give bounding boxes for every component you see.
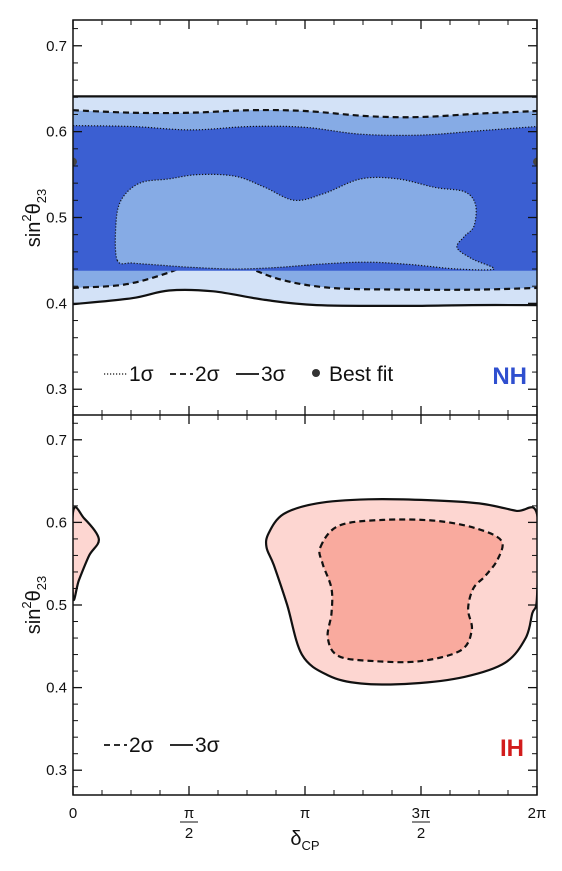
nh-y-tick-labels: 0.3 0.4 0.5 0.6 0.7 xyxy=(46,38,67,398)
nh-legend-label-dotted: 1σ xyxy=(129,363,154,386)
best-fit-point xyxy=(533,157,537,166)
nh-best-fit-points xyxy=(73,157,537,166)
nh-contour-3sigma-1 xyxy=(73,288,537,308)
ih-ytick-label: 0.6 xyxy=(46,514,67,531)
nh-ytick-label: 0.7 xyxy=(46,38,67,55)
nh-y-axis-title: sin2θ23 xyxy=(19,189,49,247)
ih-y-axis-title: sin2θ23 xyxy=(19,576,49,634)
ih-legend-label-dashed: 2σ xyxy=(129,734,154,757)
ih-ytick-label: 0.7 xyxy=(46,432,67,449)
nh-ytick-label: 0.3 xyxy=(46,381,67,398)
legend-best-fit-marker xyxy=(312,369,320,377)
xtick-label: 0 xyxy=(69,805,77,822)
ih-legend: 2σ 3σ xyxy=(104,734,220,757)
xtick-label-numerator: 3π xyxy=(412,805,431,822)
xtick-label-denominator: 2 xyxy=(417,825,425,842)
plot-frame xyxy=(72,19,538,796)
ih-y-axis-title-text: sin2θ23 xyxy=(19,576,49,634)
nh-ytick-label: 0.4 xyxy=(46,295,67,312)
ih-ytick-label: 0.3 xyxy=(46,762,67,779)
nh-hierarchy-label: NH xyxy=(492,363,527,390)
xtick-label-numerator: π xyxy=(184,805,194,822)
ih-contour-regions xyxy=(73,497,537,686)
nh-contour-regions xyxy=(73,95,537,308)
nh-contour-2sigma-1 xyxy=(73,257,537,291)
nh-contour-1sigma-0 xyxy=(73,125,537,136)
xtick-label: π xyxy=(300,805,310,822)
nh-ytick-label: 0.5 xyxy=(46,210,67,227)
ih-contour-3sigma_edge-0 xyxy=(73,506,100,601)
best-fit-point xyxy=(73,157,77,166)
ih-region-2sigma xyxy=(319,519,503,663)
nh-legend: 1σ 2σ 3σ Best fit xyxy=(104,363,393,386)
x-axis-title: δCP xyxy=(290,828,319,853)
ih-ytick-label: 0.4 xyxy=(46,680,67,697)
xtick-label-denominator: 2 xyxy=(185,825,193,842)
nh-legend-label-dashed: 2σ xyxy=(195,363,220,386)
ih-hierarchy-label: IH xyxy=(500,735,524,762)
nh-contour-2sigma-0 xyxy=(73,108,537,119)
nh-region-1sigma_hole xyxy=(115,174,495,270)
nh-y-axis-title-text: sin2θ23 xyxy=(19,189,49,247)
ih-contour-3sigma_main-0 xyxy=(264,497,537,686)
legend-best-fit-label: Best fit xyxy=(329,363,393,386)
nh-ytick-label: 0.6 xyxy=(46,124,67,141)
xtick-label: 2π xyxy=(528,805,547,822)
nh-legend-label-solid: 3σ xyxy=(261,363,286,386)
ih-y-tick-labels: 0.3 0.4 0.5 0.6 0.7 xyxy=(46,432,67,779)
nh-axis-ticks xyxy=(72,20,538,415)
ih-legend-label-solid: 3σ xyxy=(195,734,220,757)
panel-nh: 0.3 0.4 0.5 0.6 0.7 sin2θ23 1σ 2σ 3σ Best fit N… xyxy=(19,20,538,415)
panel-ih: 0.30.40.50.60.7 sin2θ23 2σ 3σ IH 0 π2π 3π22… xyxy=(19,415,546,853)
ih-ytick-label: 0.5 xyxy=(46,597,67,614)
